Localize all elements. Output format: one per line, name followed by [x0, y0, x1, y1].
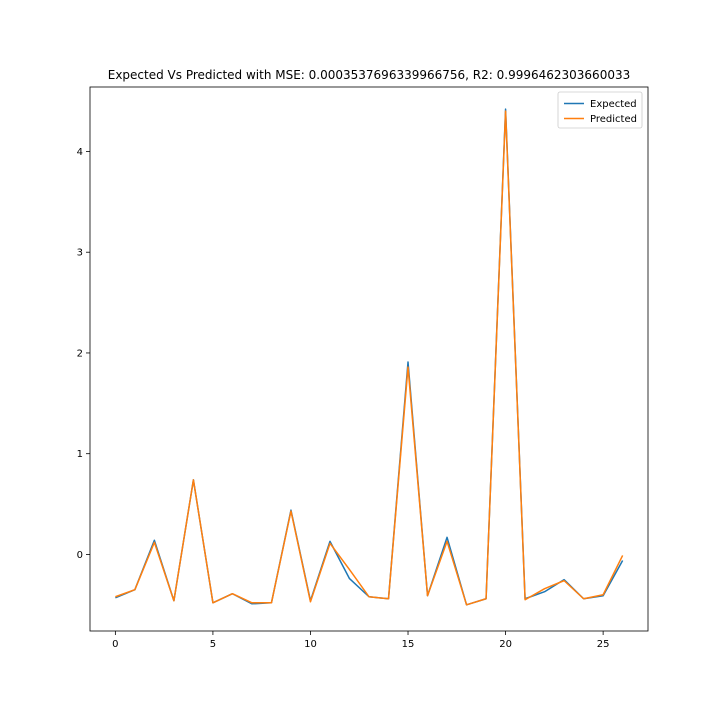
- series-lines: [115, 108, 624, 606]
- x-tick-label: 15: [402, 639, 415, 650]
- legend-label-expected: Expected: [590, 99, 637, 110]
- x-tick-label: 20: [499, 639, 512, 650]
- series-line-predicted: [115, 110, 624, 606]
- y-tick-label: 1: [77, 449, 83, 460]
- x-tick-label: 25: [597, 639, 610, 650]
- y-tick-label: 2: [77, 348, 83, 359]
- y-tick-label: 3: [77, 248, 83, 259]
- legend-label-predicted: Predicted: [590, 114, 637, 125]
- axis-ticks: 0 5 10 15 20 25 0 1 2 3 4: [77, 147, 610, 650]
- plot-area: [89, 86, 649, 632]
- chart-title: Expected Vs Predicted with MSE: 0.000353…: [108, 68, 630, 82]
- series-line-expected: [115, 108, 624, 606]
- y-tick-label: 0: [77, 550, 83, 561]
- y-tick-label: 4: [77, 147, 83, 158]
- x-tick-label: 0: [112, 639, 118, 650]
- x-tick-label: 10: [304, 639, 317, 650]
- x-tick-label: 5: [210, 639, 216, 650]
- legend: Expected Predicted: [557, 91, 643, 129]
